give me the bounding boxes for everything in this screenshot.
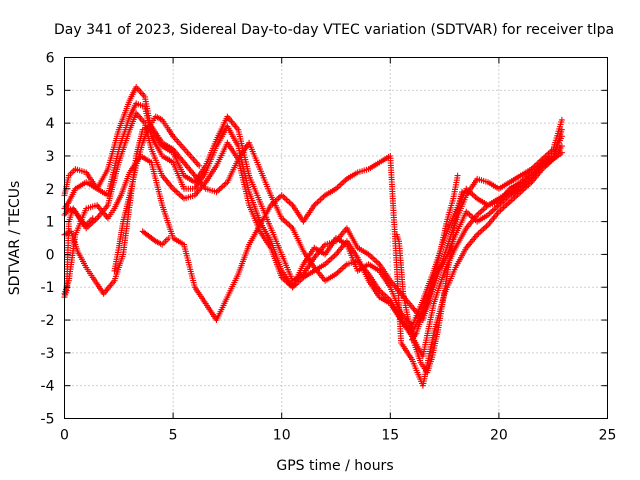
x-tick-label: 15 xyxy=(381,428,399,444)
x-tick-label: 10 xyxy=(273,428,291,444)
y-tick-labels: -5 -4 -3 -2 -1 0 1 2 3 4 5 6 xyxy=(41,51,55,428)
x-axis-label: GPS time / hours xyxy=(276,458,393,474)
series-markers xyxy=(111,113,203,274)
series-fragment-b xyxy=(111,113,203,274)
series-markers xyxy=(393,189,465,376)
plot-frame xyxy=(64,57,608,419)
data-points xyxy=(61,84,565,389)
y-tick-label: 4 xyxy=(46,116,55,132)
chart-title: Day 341 of 2023, Sidereal Day-to-day VTE… xyxy=(54,22,614,38)
x-tick-label: 20 xyxy=(490,428,508,444)
y-tick-label: -4 xyxy=(41,379,55,395)
y-tick-label: -3 xyxy=(41,346,55,362)
y-tick-label: 0 xyxy=(46,247,55,263)
series-fragment-e xyxy=(409,172,461,343)
y-tick-label: 1 xyxy=(46,215,55,231)
x-tick-label: 5 xyxy=(169,428,178,444)
y-tick-label: 3 xyxy=(46,149,55,165)
axis-ticks xyxy=(64,57,608,419)
x-tick-label: 0 xyxy=(60,428,69,444)
y-tick-label: 5 xyxy=(46,83,55,99)
series-fragment-d xyxy=(393,189,465,376)
y-tick-label: -2 xyxy=(41,313,55,329)
y-axis-label: SDTVAR / TECUs xyxy=(7,181,23,296)
y-tick-label: -1 xyxy=(41,280,55,296)
series-fragment-c xyxy=(139,228,172,248)
series-markers xyxy=(139,228,172,248)
y-tick-label: -5 xyxy=(41,412,55,428)
x-tick-labels: 0 5 10 15 20 25 xyxy=(60,428,616,444)
x-tick-label: 25 xyxy=(599,428,617,444)
y-tick-label: 6 xyxy=(46,51,55,67)
series-markers xyxy=(409,172,461,343)
y-tick-label: 2 xyxy=(46,182,55,198)
